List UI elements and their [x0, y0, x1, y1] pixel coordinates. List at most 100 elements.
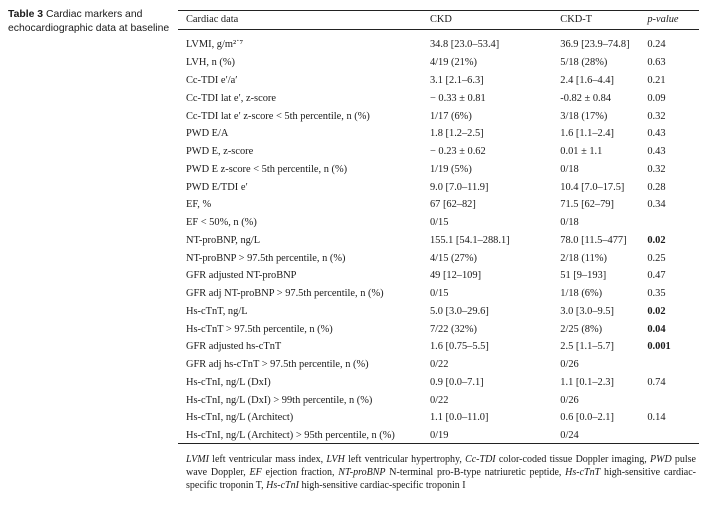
footnote-definition: N-terminal pro-B-type natriuretic peptid… — [385, 467, 566, 479]
ckd-value: 0/22 — [429, 394, 449, 406]
footnote-definition: left ventricular hypertrophy, — [344, 454, 466, 465]
table-row: GFR adjusted hs-cTnT 1.6 [0.75–5.5] 2.5 [1… — [178, 338, 699, 356]
row-label: EF, % — [186, 199, 212, 211]
footnote-abbreviation: Hs-cTnI — [266, 480, 299, 492]
ckd-value: 3.1 [2.1–6.3] — [429, 75, 484, 87]
table-title: Cardiac markers and echocardiographic da… — [8, 9, 170, 34]
p-value: 0.14 — [647, 412, 666, 424]
ckd-value: 155.1 [54.1–288.1] — [429, 234, 510, 246]
ckd-t-value: 5/18 (28%) — [560, 57, 608, 69]
p-value: 0.74 — [647, 376, 666, 388]
ckd-value: 67 [62–82] — [429, 199, 476, 211]
row-label: GFR adj NT-proBNP > 97.5th percentile, n… — [186, 288, 384, 300]
ckd-value: 1.1 [0.0–11.0] — [429, 412, 489, 424]
row-label: Hs-cTnI, ng/L (Architect) > 95th percent… — [186, 430, 395, 442]
header-ckd-t: CKD-T — [560, 14, 593, 25]
p-value: 0.43 — [647, 128, 666, 140]
row-label: NT-proBNP, ng/L — [186, 234, 261, 246]
row-label: Hs-cTnT > 97.5th percentile, n (%) — [186, 323, 333, 335]
row-label: Hs-cTnI, ng/L (DxI) — [186, 376, 271, 388]
ckd-value: 34.8 [23.0–53.4] — [429, 39, 500, 50]
table-row: GFR adjusted NT-proBNP 49 [12–109] 51 [9–1… — [178, 267, 699, 285]
table-row: GFR adj hs-cTnT > 97.5th percentile, n (… — [178, 356, 699, 374]
row-label: PWD E/A — [186, 128, 229, 140]
ckd-t-value: 3/18 (17%) — [560, 110, 608, 122]
table-row: LVH, n (%) 4/19 (21%) 5/18 (28%) 0.63 — [178, 54, 699, 72]
p-value — [639, 427, 699, 445]
table-row: Hs-cTnI, ng/L (Architect) > 95th percent… — [178, 427, 699, 445]
ckd-value: 0.9 [0.0–7.1] — [429, 376, 484, 388]
p-value: 0.47 — [647, 270, 666, 282]
header-row: Cardiac data CKD CKD-T p-value — [178, 10, 699, 29]
header-rule — [178, 29, 699, 30]
ckd-t-value: 71.5 [62–79] — [560, 199, 614, 211]
cardiac-data-table: Cardiac data CKD CKD-T p-value LVMI, g/m… — [178, 10, 699, 445]
row-label: Hs-cTnI, ng/L (DxI) > 99th percentile, n… — [186, 394, 373, 406]
p-value: 0.04 — [647, 323, 666, 335]
p-value: 0.32 — [647, 163, 666, 175]
p-value: 0.43 — [647, 146, 666, 158]
footnote-definition: color-coded tissue Doppler imaging, — [495, 454, 651, 465]
footnote-abbreviation: PWD — [650, 454, 672, 465]
footnote-definition: pulse wave Doppler, — [186, 454, 696, 479]
footnote-abbreviation: LVH — [326, 454, 345, 465]
ckd-value: 5.0 [3.0–29.6] — [429, 305, 489, 317]
p-value: 0.001 — [647, 341, 671, 353]
row-label: Hs-cTnI, ng/L (Architect) — [186, 412, 294, 424]
p-value: 0.09 — [647, 92, 666, 104]
p-value: 0.28 — [647, 181, 666, 193]
table-row: PWD E, z-score − 0.23 ± 0.62 0.01 ± 1.1 0.4… — [178, 143, 699, 161]
bottom-rule — [178, 443, 699, 444]
ckd-value: 1/17 (6%) — [429, 110, 472, 122]
row-label: Cc-TDI lat e′ z-score < 5th percentile, … — [186, 110, 370, 122]
ckd-value: − 0.23 ± 0.62 — [429, 146, 486, 158]
header-cardiac-data: Cardiac data — [186, 14, 239, 25]
footnote-definition: ejection fraction, — [261, 467, 339, 479]
ckd-value: 0/22 — [429, 359, 449, 371]
p-value — [639, 391, 699, 409]
ckd-value: 4/15 (27%) — [429, 252, 477, 264]
p-value: 0.02 — [647, 305, 666, 317]
table-row: PWD E/A 1.8 [1.2–2.5] 1.6 [1.1–2.4] 0.43 — [178, 125, 699, 143]
row-label: PWD E/TDI e′ — [186, 181, 248, 193]
table-row: Cc-TDI lat e′ z-score < 5th percentile, … — [178, 107, 699, 125]
row-label: PWD E z-score < 5th percentile, n (%) — [186, 163, 348, 175]
ckd-t-value: 0/18 — [560, 217, 579, 229]
p-value — [639, 356, 699, 374]
p-value: 0.34 — [647, 199, 666, 211]
p-value: 0.25 — [647, 252, 666, 264]
row-label: LVMI, g/m²˙⁷ — [186, 39, 244, 50]
row-label: Cc-TDI e′/a′ — [186, 75, 238, 87]
footnote-abbreviation: NT-proBNP — [338, 467, 386, 479]
row-label: GFR adj hs-cTnT > 97.5th percentile, n (… — [186, 359, 369, 371]
top-rule — [178, 10, 699, 11]
ckd-value: 0/15 — [429, 217, 449, 229]
table-label: Table 3 — [8, 9, 44, 20]
p-value — [639, 214, 699, 232]
table-row: Hs-cTnT > 97.5th percentile, n (%) 7/22 (… — [178, 320, 699, 338]
table-row: PWD E/TDI e′ 9.0 [7.0–11.9] 10.4 [7.0–17.5… — [178, 178, 699, 196]
ckd-t-value: 2.4 [1.6–4.4] — [560, 75, 614, 87]
ckd-t-value: 10.4 [7.0–17.5] — [560, 181, 625, 193]
ckd-t-value: 0/18 — [560, 163, 579, 175]
ckd-t-value: 36.9 [23.9–74.8] — [560, 39, 630, 50]
footnote-definition: high-sensitive cardiac-specific troponin… — [186, 467, 697, 492]
table-footnote: LVMI left ventricular mass index, LVH le… — [186, 453, 696, 493]
footnote-abbreviation: EF — [249, 467, 262, 479]
ckd-value: 9.0 [7.0–11.9] — [429, 181, 489, 193]
ckd-t-value: 1/18 (6%) — [560, 288, 603, 300]
row-label: GFR adjusted hs-cTnT — [186, 341, 282, 353]
ckd-value: − 0.33 ± 0.81 — [429, 92, 486, 104]
ckd-t-value: 3.0 [3.0–9.5] — [560, 305, 614, 317]
p-value: 0.21 — [647, 75, 666, 87]
p-value: 0.35 — [647, 288, 666, 300]
row-label: EF < 50%, n (%) — [186, 217, 257, 229]
row-label: PWD E, z-score — [186, 146, 254, 158]
table-row: Hs-cTnI, ng/L (DxI) > 99th percentile, n… — [178, 391, 699, 409]
row-label: Hs-cTnT, ng/L — [186, 305, 248, 317]
row-label: GFR adjusted NT-proBNP — [186, 270, 297, 282]
header-ckd: CKD — [429, 14, 452, 25]
ckd-t-value: 2/18 (11%) — [560, 252, 607, 264]
ckd-value: 4/19 (21%) — [429, 57, 477, 69]
row-label: Cc-TDI lat e′, z-score — [186, 92, 276, 104]
